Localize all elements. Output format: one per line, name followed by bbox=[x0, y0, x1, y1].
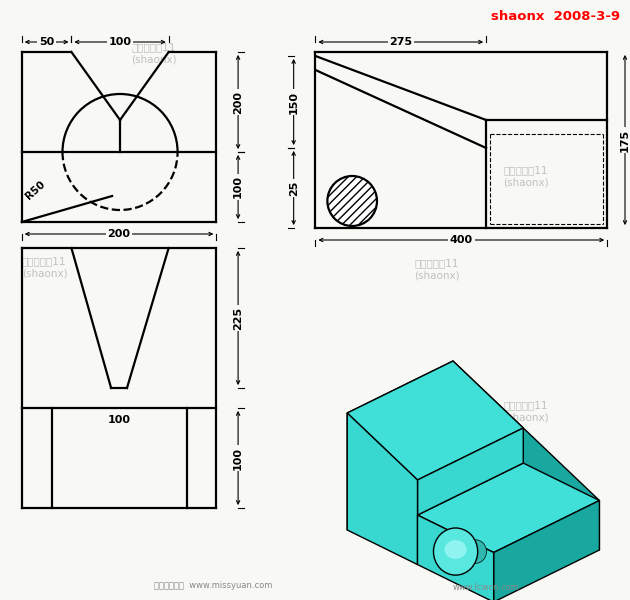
Text: 思缘设计论坛  www.missyuan.com: 思缘设计论坛 www.missyuan.com bbox=[154, 581, 273, 589]
Text: 275: 275 bbox=[389, 37, 413, 47]
Text: 25: 25 bbox=[289, 181, 299, 196]
Text: 100: 100 bbox=[233, 175, 243, 199]
Text: 175: 175 bbox=[620, 128, 630, 152]
Text: 100: 100 bbox=[108, 37, 132, 47]
Text: 三维练习题11
(shaonx): 三维练习题11 (shaonx) bbox=[414, 258, 459, 280]
Text: R50: R50 bbox=[24, 179, 47, 201]
Text: 400: 400 bbox=[450, 235, 473, 245]
Text: 200: 200 bbox=[108, 229, 130, 239]
Text: 100: 100 bbox=[108, 415, 130, 425]
Polygon shape bbox=[347, 413, 418, 565]
Text: www.lcwcn.com: www.lcwcn.com bbox=[453, 583, 520, 593]
Circle shape bbox=[328, 176, 377, 226]
Polygon shape bbox=[347, 361, 524, 480]
Polygon shape bbox=[418, 515, 494, 600]
Ellipse shape bbox=[464, 540, 486, 563]
Polygon shape bbox=[418, 463, 599, 553]
Text: 50: 50 bbox=[39, 37, 54, 47]
Text: 三维练习题11
(shaonx): 三维练习题11 (shaonx) bbox=[503, 165, 549, 187]
Text: 150: 150 bbox=[289, 91, 299, 113]
Polygon shape bbox=[494, 500, 599, 600]
Polygon shape bbox=[418, 428, 524, 515]
Text: 三维练习题11
(shaonx): 三维练习题11 (shaonx) bbox=[131, 42, 176, 64]
Text: 225: 225 bbox=[233, 307, 243, 329]
Ellipse shape bbox=[445, 540, 467, 559]
Polygon shape bbox=[453, 361, 599, 550]
Text: 三维练习题11
(shaonx): 三维练习题11 (shaonx) bbox=[503, 400, 549, 422]
Text: 200: 200 bbox=[233, 91, 243, 113]
Text: 三维练习题11
(shaonx): 三维练习题11 (shaonx) bbox=[22, 256, 67, 278]
Ellipse shape bbox=[433, 528, 478, 575]
Text: 100: 100 bbox=[233, 446, 243, 469]
Text: 三维练习题11
(shaonx): 三维练习题11 (shaonx) bbox=[369, 490, 415, 512]
Text: shaonx  2008-3-9: shaonx 2008-3-9 bbox=[491, 10, 620, 23]
Polygon shape bbox=[347, 361, 453, 530]
